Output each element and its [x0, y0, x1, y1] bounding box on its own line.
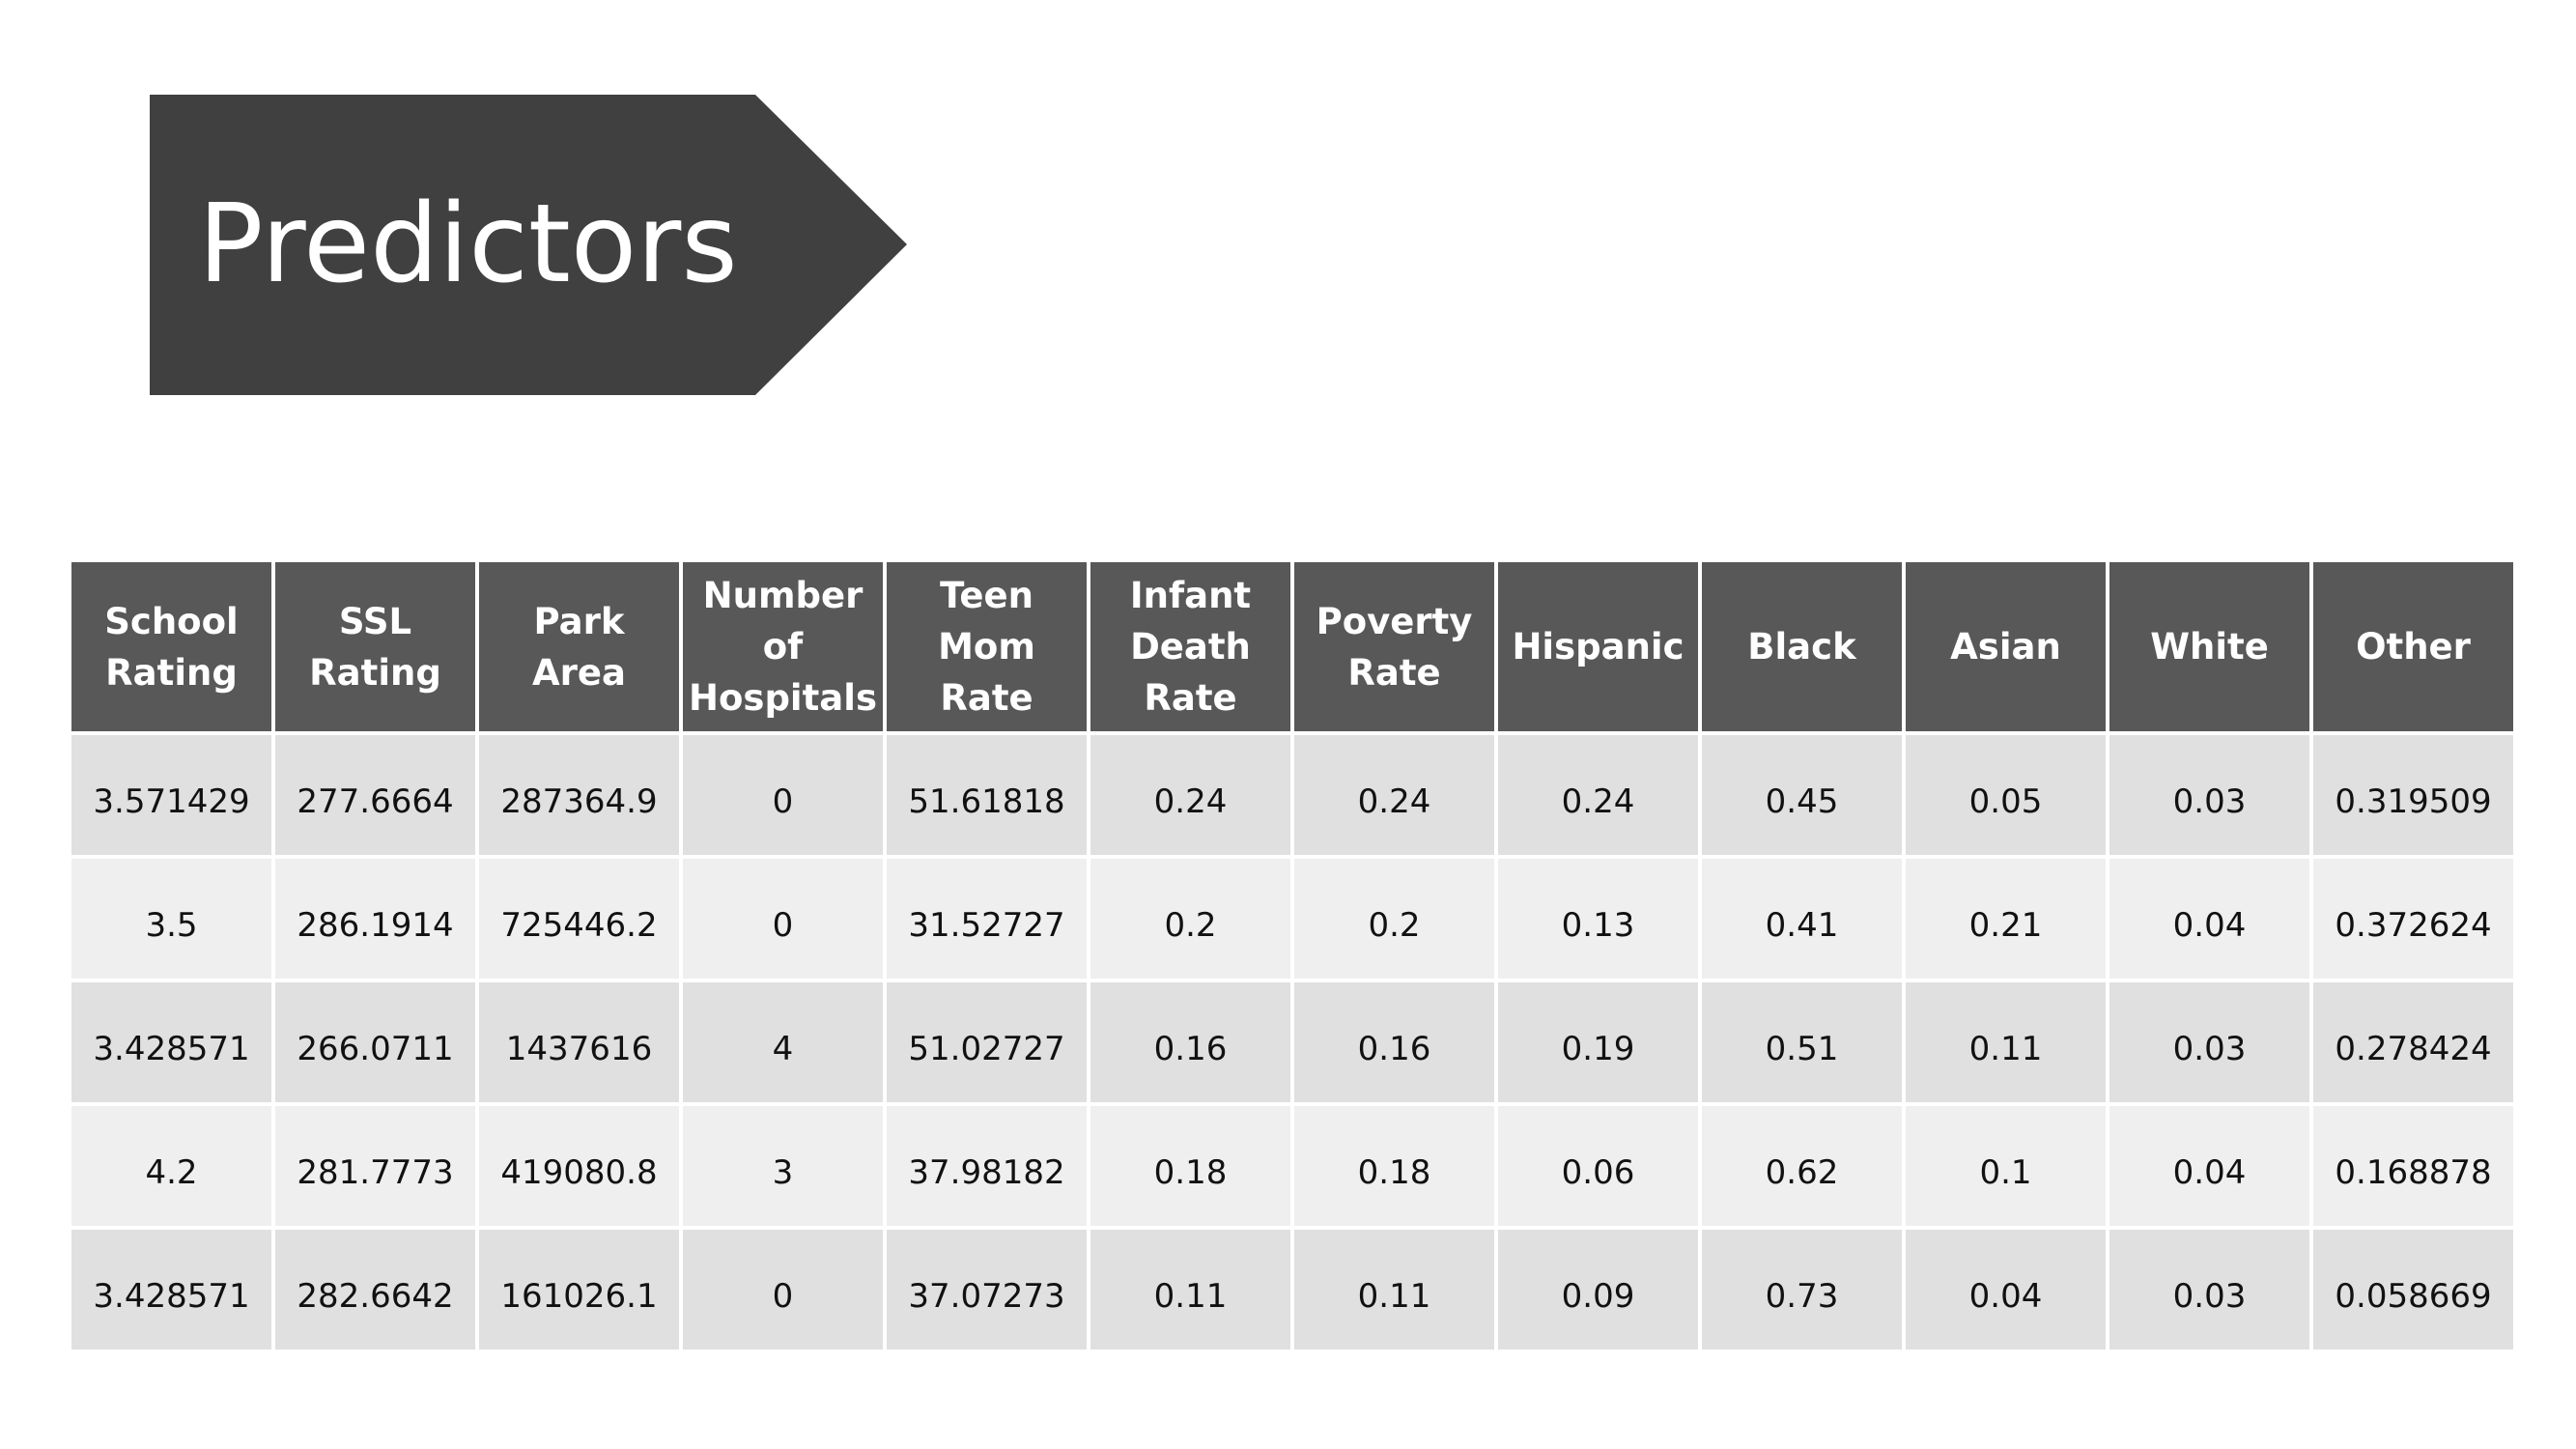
table-cell-black: 0.41 — [1702, 859, 1902, 979]
table-cell-other: 0.319509 — [2313, 735, 2513, 855]
table-cell-ssl-rating: 282.6642 — [275, 1230, 475, 1350]
table-cell-other: 0.278424 — [2313, 982, 2513, 1102]
table-cell-school-rating: 3.571429 — [71, 735, 271, 855]
table-cell-infant-death-rate: 0.11 — [1090, 1230, 1290, 1350]
table-row: 3.571429 277.6664 287364.9 0 51.61818 0.24 0.2… — [71, 735, 2513, 855]
table-cell-hispanic: 0.09 — [1498, 1230, 1698, 1350]
table-cell-number-of-hospitals: 3 — [683, 1106, 883, 1226]
title-banner: Predictors — [150, 95, 907, 395]
table-cell-poverty-rate: 0.16 — [1294, 982, 1494, 1102]
table-row: 3.428571 266.0711 1437616 4 51.02727 0.16 0.16… — [71, 982, 2513, 1102]
table-row: 3.5 286.1914 725446.2 0 31.52727 0.2 0.2 0.13 0.… — [71, 859, 2513, 979]
table-cell-white: 0.03 — [2109, 982, 2309, 1102]
table-cell-ssl-rating: 277.6664 — [275, 735, 475, 855]
table-cell-hispanic: 0.13 — [1498, 859, 1698, 979]
predictors-table-container: School Rating SSL Rating Park Area Numbe… — [71, 562, 2513, 1350]
table-cell-poverty-rate: 0.11 — [1294, 1230, 1494, 1350]
table-cell-hispanic: 0.24 — [1498, 735, 1698, 855]
table-cell-white: 0.03 — [2109, 735, 2309, 855]
table-cell-poverty-rate: 0.24 — [1294, 735, 1494, 855]
table-row: 3.428571 282.6642 161026.1 0 37.07273 0.11 0.1… — [71, 1230, 2513, 1350]
table-cell-ssl-rating: 266.0711 — [275, 982, 475, 1102]
slide-title: Predictors — [198, 182, 738, 307]
table-cell-asian: 0.11 — [1906, 982, 2106, 1102]
table-cell-school-rating: 3.5 — [71, 859, 271, 979]
table-cell-hispanic: 0.06 — [1498, 1106, 1698, 1226]
table-cell-school-rating: 4.2 — [71, 1106, 271, 1226]
table-cell-school-rating: 3.428571 — [71, 982, 271, 1102]
table-cell-white: 0.04 — [2109, 859, 2309, 979]
column-header-number-of-hospitals: Number of Hospitals — [683, 562, 883, 731]
table-cell-school-rating: 3.428571 — [71, 1230, 271, 1350]
table-cell-number-of-hospitals: 4 — [683, 982, 883, 1102]
table-body: 3.571429 277.6664 287364.9 0 51.61818 0.24 0.2… — [71, 735, 2513, 1350]
table-cell-infant-death-rate: 0.24 — [1090, 735, 1290, 855]
table-cell-number-of-hospitals: 0 — [683, 735, 883, 855]
column-header-hispanic: Hispanic — [1498, 562, 1698, 731]
table-cell-black: 0.73 — [1702, 1230, 1902, 1350]
table-cell-park-area: 1437616 — [479, 982, 679, 1102]
table-cell-teen-mom-rate: 37.98182 — [887, 1106, 1087, 1226]
table-cell-teen-mom-rate: 31.52727 — [887, 859, 1087, 979]
column-header-poverty-rate: Poverty Rate — [1294, 562, 1494, 731]
table-cell-infant-death-rate: 0.2 — [1090, 859, 1290, 979]
table-row: 4.2 281.7773 419080.8 3 37.98182 0.18 0.18 0.06… — [71, 1106, 2513, 1226]
column-header-asian: Asian — [1906, 562, 2106, 731]
table-cell-number-of-hospitals: 0 — [683, 1230, 883, 1350]
table-cell-asian: 0.04 — [1906, 1230, 2106, 1350]
table-cell-hispanic: 0.19 — [1498, 982, 1698, 1102]
table-cell-park-area: 419080.8 — [479, 1106, 679, 1226]
table-cell-black: 0.45 — [1702, 735, 1902, 855]
table-header-row: School Rating SSL Rating Park Area Numbe… — [71, 562, 2513, 731]
column-header-park-area: Park Area — [479, 562, 679, 731]
table-cell-infant-death-rate: 0.18 — [1090, 1106, 1290, 1226]
table-cell-teen-mom-rate: 51.61818 — [887, 735, 1087, 855]
table-cell-other: 0.058669 — [2313, 1230, 2513, 1350]
table-cell-black: 0.51 — [1702, 982, 1902, 1102]
column-header-other: Other — [2313, 562, 2513, 731]
table-cell-other: 0.372624 — [2313, 859, 2513, 979]
table-cell-number-of-hospitals: 0 — [683, 859, 883, 979]
table-cell-infant-death-rate: 0.16 — [1090, 982, 1290, 1102]
table-cell-poverty-rate: 0.2 — [1294, 859, 1494, 979]
column-header-infant-death-rate: Infant Death Rate — [1090, 562, 1290, 731]
table-cell-asian: 0.1 — [1906, 1106, 2106, 1226]
table-cell-white: 0.03 — [2109, 1230, 2309, 1350]
column-header-teen-mom-rate: Teen Mom Rate — [887, 562, 1087, 731]
table-cell-white: 0.04 — [2109, 1106, 2309, 1226]
table-cell-asian: 0.21 — [1906, 859, 2106, 979]
table-cell-park-area: 287364.9 — [479, 735, 679, 855]
table-cell-asian: 0.05 — [1906, 735, 2106, 855]
table-cell-poverty-rate: 0.18 — [1294, 1106, 1494, 1226]
table-cell-ssl-rating: 286.1914 — [275, 859, 475, 979]
table-cell-ssl-rating: 281.7773 — [275, 1106, 475, 1226]
table-cell-other: 0.168878 — [2313, 1106, 2513, 1226]
table-cell-teen-mom-rate: 51.02727 — [887, 982, 1087, 1102]
table-cell-park-area: 725446.2 — [479, 859, 679, 979]
predictors-table: School Rating SSL Rating Park Area Numbe… — [68, 558, 2517, 1353]
table-cell-teen-mom-rate: 37.07273 — [887, 1230, 1087, 1350]
column-header-school-rating: School Rating — [71, 562, 271, 731]
column-header-white: White — [2109, 562, 2309, 731]
column-header-black: Black — [1702, 562, 1902, 731]
table-cell-black: 0.62 — [1702, 1106, 1902, 1226]
column-header-ssl-rating: SSL Rating — [275, 562, 475, 731]
table-cell-park-area: 161026.1 — [479, 1230, 679, 1350]
